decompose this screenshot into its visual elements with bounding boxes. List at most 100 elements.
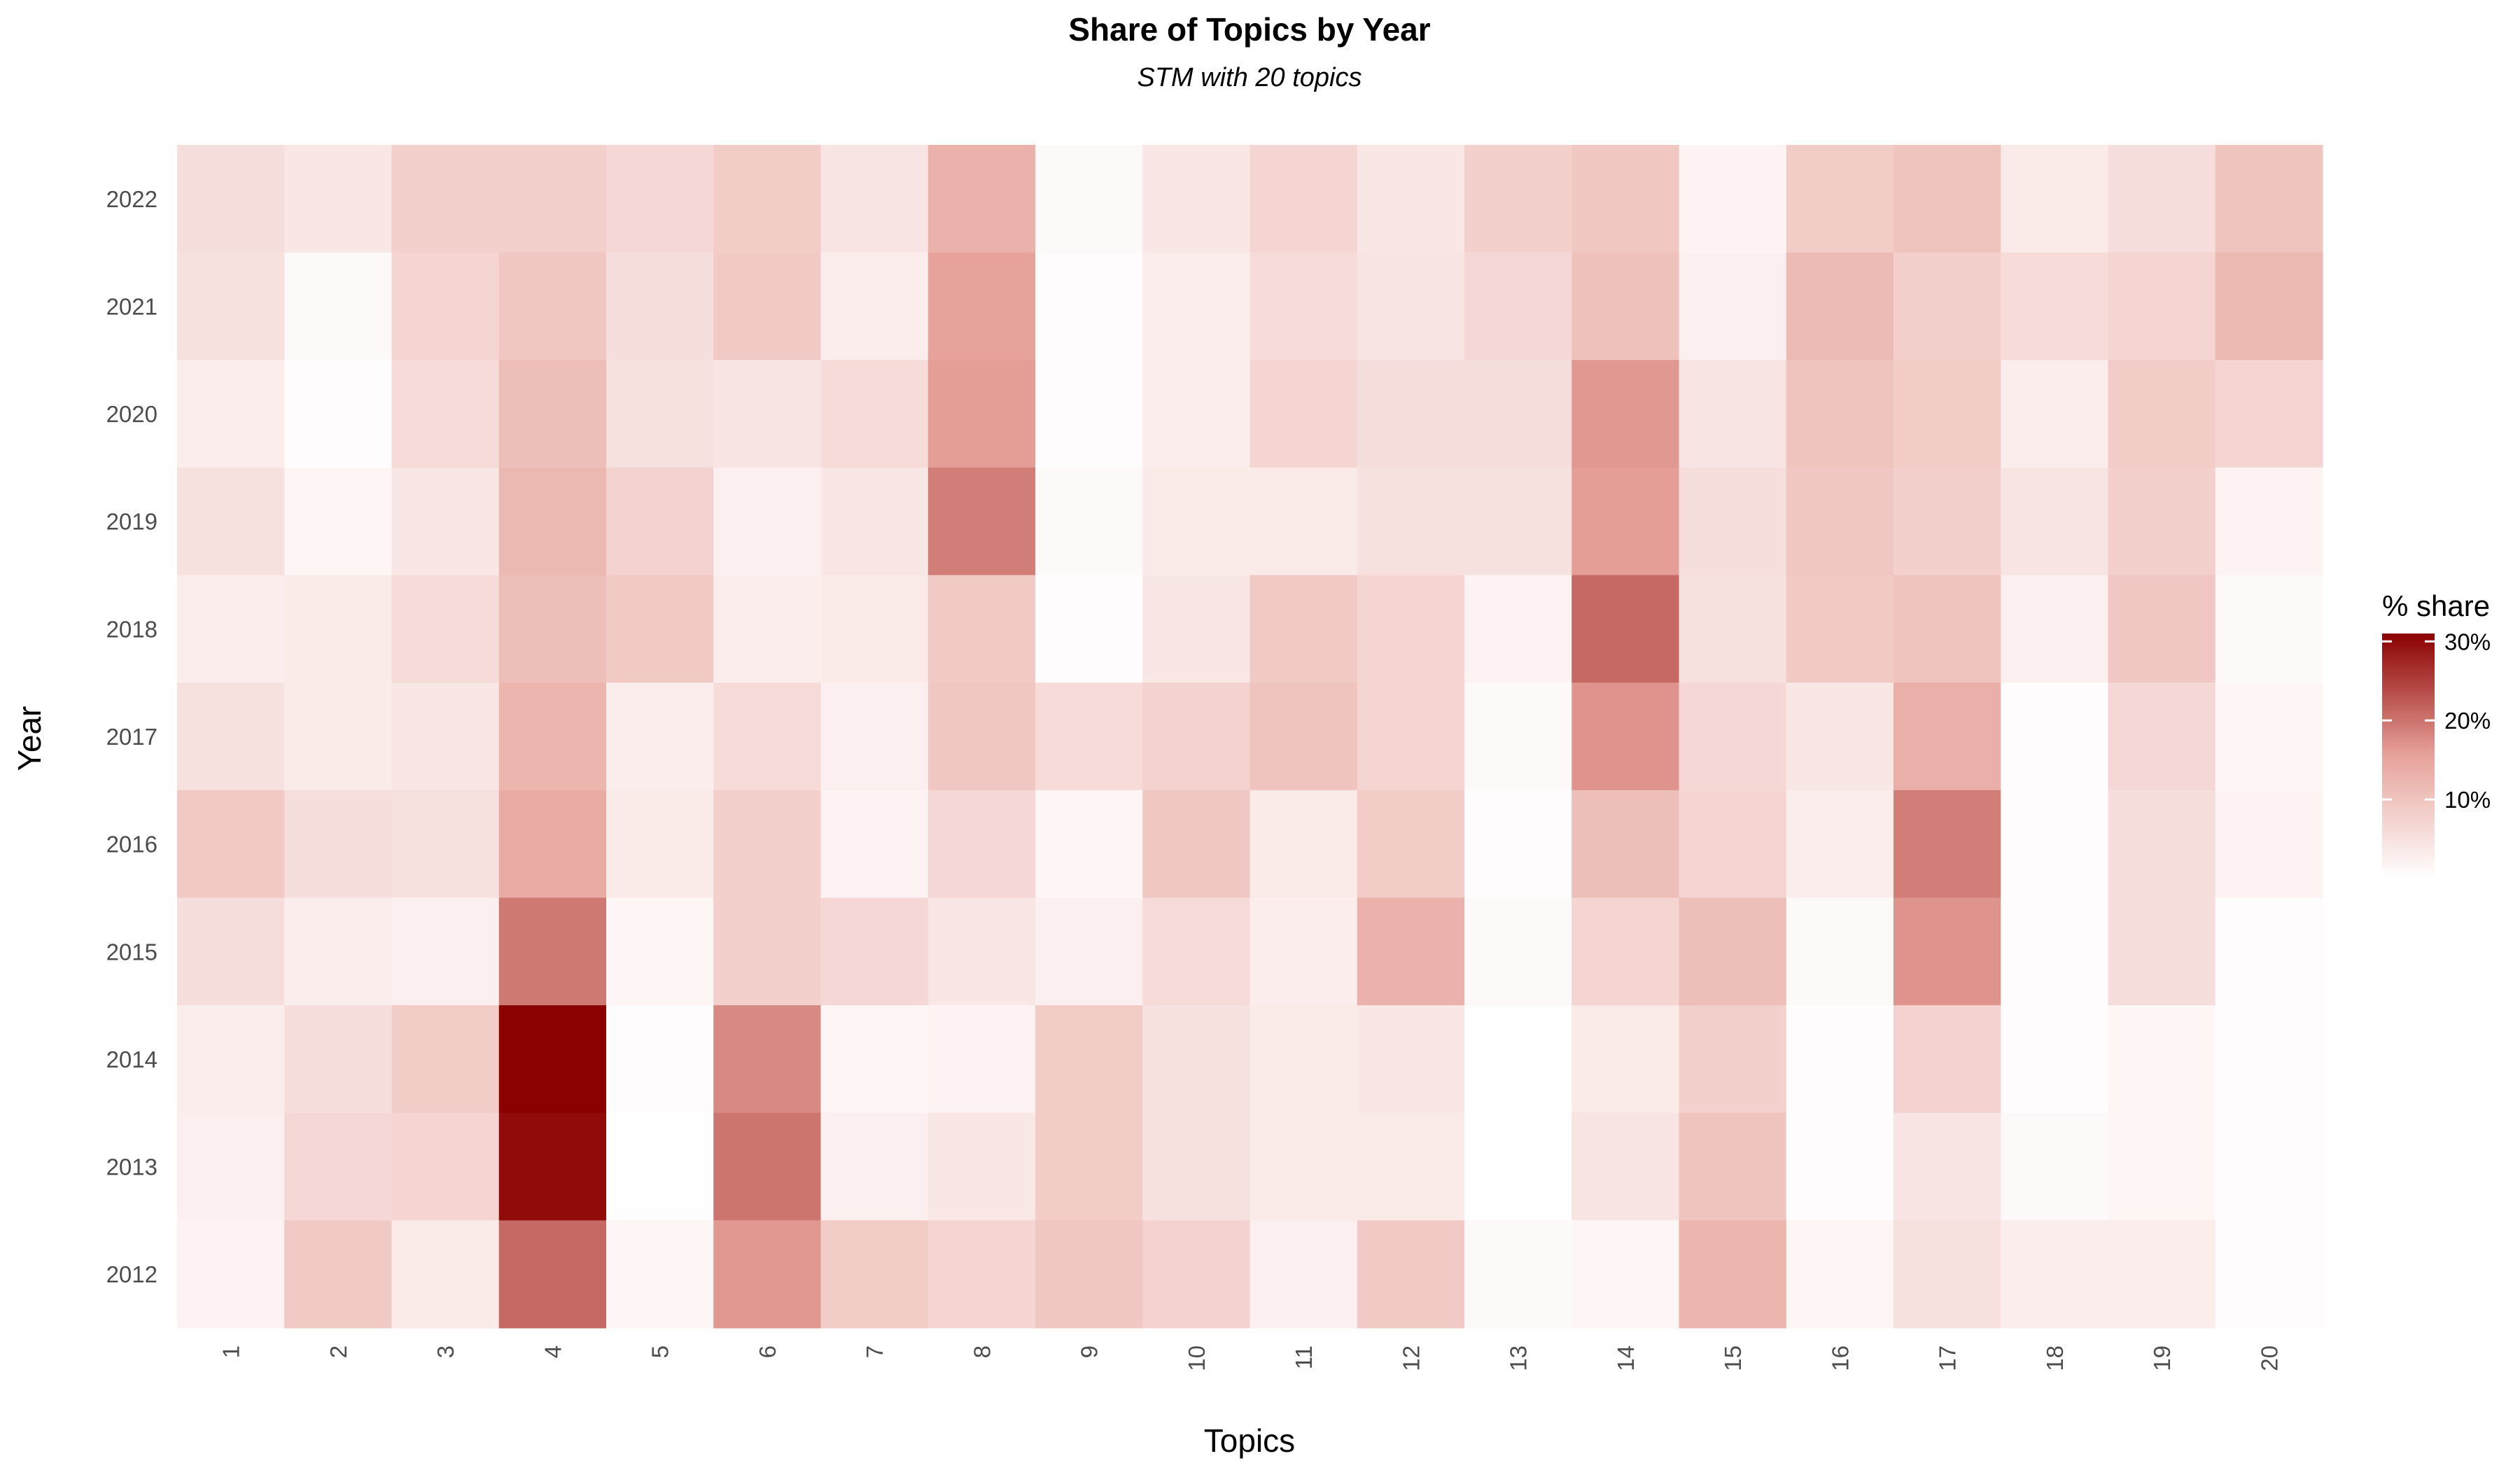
- heatmap-cell-2021-topic-15: [1679, 252, 1787, 360]
- heatmap-cell-2018-topic-10: [1142, 575, 1251, 683]
- heatmap-cell-2019-topic-10: [1142, 467, 1251, 576]
- heatmap-cell-2015-topic-13: [1464, 897, 1572, 1006]
- legend-title: % share: [2382, 589, 2490, 622]
- heatmap-cell-2022-topic-16: [1786, 145, 1894, 253]
- heatmap-cell-2015-topic-4: [498, 897, 607, 1006]
- heatmap-cell-2020-topic-10: [1142, 360, 1251, 468]
- heatmap-cell-2019-topic-6: [713, 467, 822, 576]
- heatmap-cell-2016-topic-14: [1572, 790, 1680, 899]
- y-axis-title: Year: [11, 706, 48, 771]
- heatmap-cell-2019-topic-18: [2001, 467, 2109, 576]
- heatmap-cell-2015-topic-6: [713, 897, 822, 1006]
- heatmap-cell-2021-topic-9: [1035, 252, 1143, 360]
- heatmap-cell-2013-topic-9: [1035, 1112, 1143, 1221]
- heatmap-cell-2017-topic-14: [1572, 682, 1680, 791]
- heatmap-cell-2018-topic-5: [606, 575, 714, 683]
- heatmap-cell-2019-topic-1: [177, 467, 285, 576]
- heatmap-cell-2015-topic-12: [1357, 897, 1465, 1006]
- heatmap-cell-2020-topic-11: [1250, 360, 1358, 468]
- x-tick-label-7: 7: [862, 1345, 888, 1358]
- heatmap-cell-2013-topic-19: [2108, 1112, 2216, 1221]
- heatmap-cell-2013-topic-8: [927, 1112, 1036, 1221]
- heatmap-cell-2018-topic-9: [1035, 575, 1143, 683]
- heatmap-cell-2016-topic-15: [1679, 790, 1787, 899]
- heatmap-cell-2020-topic-14: [1572, 360, 1680, 468]
- heatmap-cell-2017-topic-8: [927, 682, 1036, 791]
- heatmap-cell-2016-topic-6: [713, 790, 822, 899]
- heatmap-cell-2022-topic-2: [284, 145, 393, 253]
- x-tick-label-12: 12: [1398, 1345, 1424, 1371]
- heatmap-cell-2012-topic-18: [2001, 1220, 2109, 1329]
- heatmap-cell-2015-topic-9: [1035, 897, 1143, 1006]
- x-tick-label-14: 14: [1613, 1345, 1639, 1371]
- x-tick-labels: 1 2 3 4 5 6 7 8 9 10 11 12 13 14 15 16 17 18 19 20: [218, 1345, 2283, 1371]
- heatmap-cell-2014-topic-19: [2108, 1005, 2216, 1114]
- heatmap-cell-2019-topic-20: [2215, 467, 2323, 576]
- heatmap-cell-2021-topic-6: [713, 252, 822, 360]
- heatmap-cell-2020-topic-20: [2215, 360, 2323, 468]
- heatmap-cell-2018-topic-2: [284, 575, 393, 683]
- heatmap-cell-2019-topic-11: [1250, 467, 1358, 576]
- heatmap-cell-2014-topic-14: [1572, 1005, 1680, 1114]
- y-tick-label-2022: 2022: [106, 186, 158, 212]
- x-tick-label-9: 9: [1077, 1345, 1102, 1358]
- heatmap-cell-2017-topic-12: [1357, 682, 1465, 791]
- y-tick-label-2020: 2020: [106, 401, 158, 427]
- heatmap-cell-2020-topic-15: [1679, 360, 1787, 468]
- heatmap-cell-2013-topic-1: [177, 1112, 285, 1221]
- heatmap-cell-2019-topic-4: [498, 467, 607, 576]
- heatmap-cell-2012-topic-16: [1786, 1220, 1894, 1329]
- heatmap-cell-2019-topic-15: [1679, 467, 1787, 576]
- heatmap-cell-2017-topic-16: [1786, 682, 1894, 791]
- heatmap-cell-2015-topic-7: [820, 897, 929, 1006]
- heatmap-cell-2021-topic-16: [1786, 252, 1894, 360]
- heatmap-cell-2013-topic-10: [1142, 1112, 1251, 1221]
- heatmap-cell-2013-topic-3: [391, 1112, 500, 1221]
- heatmap-cell-2021-topic-3: [391, 252, 500, 360]
- heatmap-cell-2016-topic-1: [177, 790, 285, 899]
- heatmap-cell-2013-topic-6: [713, 1112, 822, 1221]
- heatmap-cell-2018-topic-6: [713, 575, 822, 683]
- heatmap-cell-2017-topic-10: [1142, 682, 1251, 791]
- heatmap-cell-2015-topic-10: [1142, 897, 1251, 1006]
- heatmap-cell-2012-topic-15: [1679, 1220, 1787, 1329]
- heatmap-cell-2019-topic-12: [1357, 467, 1465, 576]
- heatmap-cell-2020-topic-5: [606, 360, 714, 468]
- x-tick-label-5: 5: [648, 1345, 673, 1358]
- x-tick-label-3: 3: [433, 1345, 458, 1358]
- legend-colorbar: [2382, 634, 2435, 878]
- heatmap-cell-2018-topic-18: [2001, 575, 2109, 683]
- x-tick-label-10: 10: [1184, 1345, 1210, 1371]
- heatmap-cell-2015-topic-16: [1786, 897, 1894, 1006]
- heatmap-cell-2013-topic-5: [606, 1112, 714, 1221]
- heatmap-cell-2021-topic-13: [1464, 252, 1572, 360]
- heatmap-cell-2014-topic-9: [1035, 1005, 1143, 1114]
- heatmap-cell-2018-topic-3: [391, 575, 500, 683]
- heatmap-cell-2016-topic-9: [1035, 790, 1143, 899]
- heatmap-cell-2016-topic-11: [1250, 790, 1358, 899]
- heatmap-cell-2014-topic-6: [713, 1005, 822, 1114]
- heatmap-cell-2019-topic-8: [927, 467, 1036, 576]
- heatmap-cell-2020-topic-1: [177, 360, 285, 468]
- heatmap-cell-2012-topic-4: [498, 1220, 607, 1329]
- heatmap-cell-2020-topic-3: [391, 360, 500, 468]
- heatmap-cell-2019-topic-5: [606, 467, 714, 576]
- x-tick-label-1: 1: [218, 1345, 244, 1358]
- heatmap-cell-2018-topic-16: [1786, 575, 1894, 683]
- heatmap-cell-2016-topic-5: [606, 790, 714, 899]
- heatmap-cell-2014-topic-3: [391, 1005, 500, 1114]
- heatmap-cell-2014-topic-5: [606, 1005, 714, 1114]
- heatmap-cell-2012-topic-13: [1464, 1220, 1572, 1329]
- heatmap-cell-2016-topic-13: [1464, 790, 1572, 899]
- heatmap-cell-2018-topic-14: [1572, 575, 1680, 683]
- heatmap-cell-2022-topic-1: [177, 145, 285, 253]
- heatmap-cell-2015-topic-3: [391, 897, 500, 1006]
- legend-tick-label: 20%: [2444, 708, 2491, 734]
- heatmap-cell-2016-topic-19: [2108, 790, 2216, 899]
- heatmap-cell-2016-topic-10: [1142, 790, 1251, 899]
- heatmap-cell-2016-topic-12: [1357, 790, 1465, 899]
- heatmap-cell-2016-topic-4: [498, 790, 607, 899]
- heatmap-cell-2012-topic-5: [606, 1220, 714, 1329]
- heatmap-cell-2021-topic-4: [498, 252, 607, 360]
